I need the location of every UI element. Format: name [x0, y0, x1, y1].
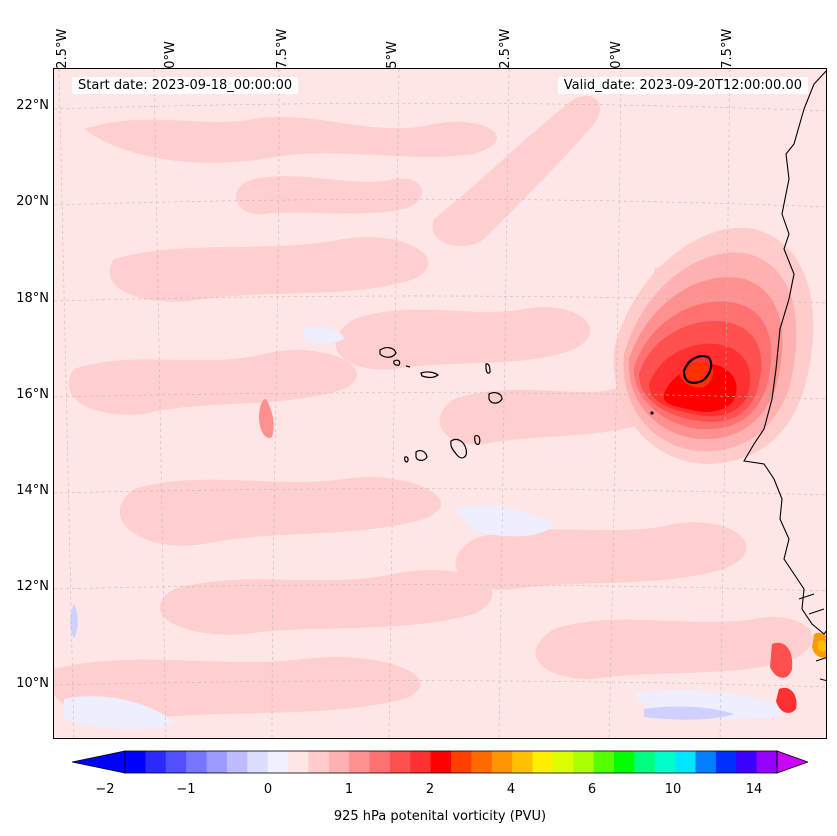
colorbar-segment [410, 751, 432, 773]
colorbar-segment [634, 751, 656, 773]
colorbar-segment [247, 751, 269, 773]
colorbar-segment [614, 751, 635, 773]
colorbar-segment [430, 751, 452, 773]
colorbar-tick-2: 2 [425, 782, 435, 797]
island-brava [404, 456, 409, 463]
pv-max-se4 [818, 640, 826, 652]
colorbar-segment [328, 751, 350, 773]
start-date-label: Start date: 2023-09-18_00:00:00 [72, 77, 299, 94]
colorbar-label: 925 hPa potenital vorticity (PVU) [333, 809, 547, 824]
colorbar-tick-4: 4 [506, 782, 516, 797]
colorbar-frame [124, 750, 778, 774]
colorbar-segment [573, 751, 595, 773]
island-sal [485, 363, 491, 374]
lat-label-16n: 16°N [16, 387, 49, 402]
pv-field-map [54, 69, 826, 738]
lat-label-14n: 14°N [16, 483, 49, 498]
pv-max-se [770, 642, 793, 678]
valid-date-label: Valid_date: 2023-09-20T12:00:00.00 [557, 77, 808, 94]
island-santiago [450, 438, 467, 459]
colorbar-segment [206, 751, 228, 773]
colorbar-segment [715, 751, 737, 773]
lat-label-12n: 12°N [16, 579, 49, 594]
colorbar-segment [736, 751, 758, 773]
colorbar-segment [491, 751, 513, 773]
colorbar-tick-6: 6 [587, 782, 597, 797]
colorbar-segment [308, 751, 330, 773]
colorbar-segment [267, 751, 289, 773]
colorbar-segment [288, 751, 309, 773]
colorbar-segment [186, 751, 207, 773]
colorbar-segment [532, 751, 554, 773]
pv-small-maxima [259, 399, 826, 713]
colorbar-under-arrow [72, 750, 126, 774]
colorbar-segment [675, 751, 696, 773]
colorbar-segment [369, 751, 391, 773]
pv-2-contour [682, 355, 713, 384]
colorbar-tick-14: 14 [745, 782, 763, 797]
lat-label-22n: 22°N [16, 98, 49, 113]
island-santa-luzia [405, 365, 411, 368]
colorbar-segment [756, 751, 778, 773]
colorbar-segment [389, 751, 411, 773]
colorbar-segment [654, 751, 676, 773]
pv-max-west [259, 399, 274, 438]
lat-label-18n: 18°N [16, 291, 49, 306]
colorbar-over-arrow [776, 750, 808, 774]
colorbar-tick-1: 1 [344, 782, 354, 797]
island-maio [474, 434, 481, 446]
lat-label-10n: 10°N [16, 676, 49, 691]
colorbar [72, 750, 808, 774]
colorbar-segment [349, 751, 370, 773]
colorbar-segment [165, 751, 187, 773]
colorbar-tick-10: 10 [664, 782, 682, 797]
pv-negative-patch-strong [70, 604, 734, 720]
colorbar-segment [145, 751, 167, 773]
cape-verde-islands [379, 347, 503, 463]
island-boa-vista [488, 392, 503, 404]
island-sao-vicente [393, 359, 401, 366]
colorbar-segment [695, 751, 717, 773]
colorbar-segment [552, 751, 574, 773]
island-fogo [415, 450, 428, 461]
colorbar-segment [512, 751, 533, 773]
cyclone-pv-max [613, 227, 814, 464]
colorbar-segment [451, 751, 472, 773]
african-coastline [743, 70, 826, 635]
colorbar-tick-minus2: −2 [95, 782, 115, 797]
colorbar-segment [593, 751, 615, 773]
gridlines [54, 69, 826, 738]
island-santo-antao [379, 347, 397, 358]
map-panel[interactable] [53, 68, 827, 739]
pv-max-se2 [776, 687, 797, 713]
lat-label-20n: 20°N [16, 194, 49, 209]
pv-2-contour-dot [650, 411, 654, 415]
colorbar-tick-0: 0 [263, 782, 273, 797]
island-sao-nicolau [420, 371, 440, 378]
colorbar-tick-minus1: −1 [176, 782, 196, 797]
colorbar-segment [125, 751, 146, 773]
colorbar-segment [226, 751, 248, 773]
colorbar-segment [471, 751, 493, 773]
coastline-islands-south [798, 593, 826, 682]
